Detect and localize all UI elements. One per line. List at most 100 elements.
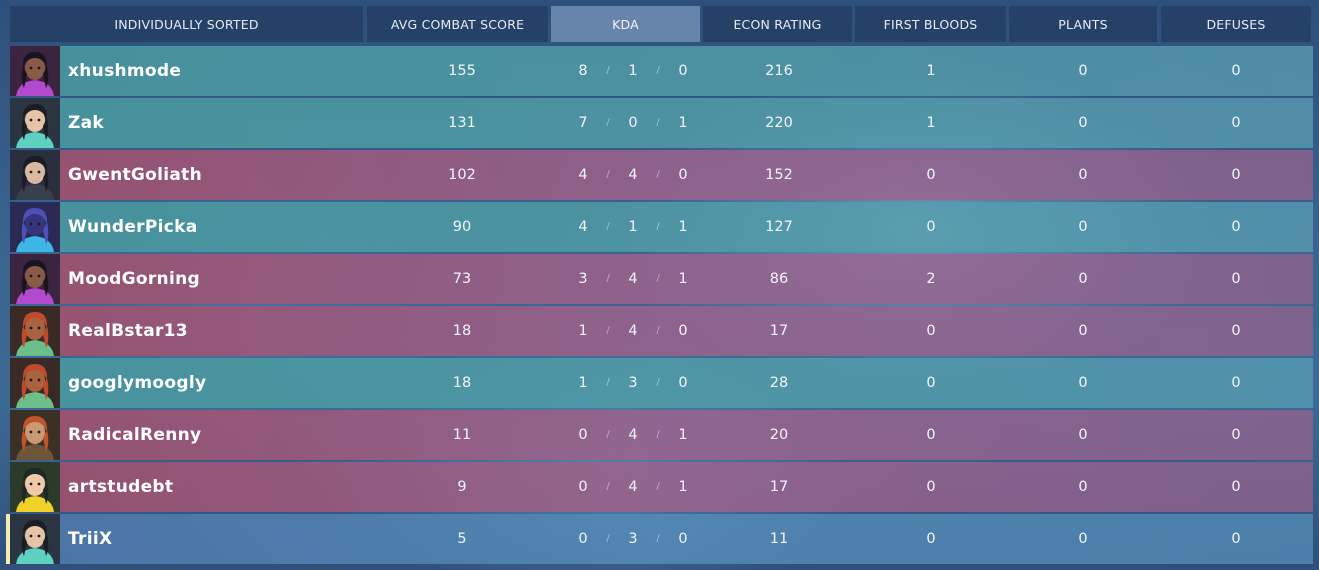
player-name: googlymoogly — [68, 373, 207, 393]
kills: 1 — [578, 323, 588, 339]
defuses: 0 — [1231, 479, 1241, 495]
player-row[interactable]: RadicalRenny 11 0 / 4 / 1 20 0 0 0 — [10, 410, 1313, 460]
assists: 0 — [678, 167, 688, 183]
assists: 1 — [678, 271, 688, 287]
plants: 0 — [1078, 115, 1088, 131]
defuses: 0 — [1231, 531, 1241, 547]
econ-rating: 127 — [765, 219, 793, 235]
kills: 0 — [578, 427, 588, 443]
avg-combat-score: 102 — [448, 167, 476, 183]
first-bloods: 0 — [926, 427, 936, 443]
plants: 0 — [1078, 375, 1088, 391]
jett-portrait-icon — [10, 150, 60, 200]
player-name: xhushmode — [68, 61, 182, 81]
first-bloods: 1 — [926, 63, 936, 79]
header-defuses[interactable]: DEFUSES — [1161, 6, 1311, 42]
brimstone-portrait-icon — [10, 410, 60, 460]
kda-separator: / — [656, 169, 660, 180]
player-row[interactable]: googlymoogly 18 1 / 3 / 0 28 0 0 0 — [10, 358, 1313, 408]
defuses: 0 — [1231, 219, 1241, 235]
plants: 0 — [1078, 63, 1088, 79]
header-avg-combat-score[interactable]: AVG COMBAT SCORE — [367, 6, 548, 42]
player-row[interactable]: MoodGorning 73 3 / 4 / 1 86 2 0 0 — [10, 254, 1313, 304]
avg-combat-score: 18 — [452, 375, 472, 391]
plants: 0 — [1078, 531, 1088, 547]
deaths: 3 — [628, 375, 638, 391]
omen-portrait-icon — [10, 202, 60, 252]
reyna-portrait-icon — [10, 46, 60, 96]
player-row[interactable]: TriiX 5 0 / 3 / 0 11 0 0 0 — [6, 514, 1313, 564]
player-name: RealBstar13 — [68, 321, 188, 341]
kda-separator: / — [606, 273, 610, 284]
deaths: 3 — [628, 531, 638, 547]
phoenix-portrait-icon — [10, 358, 60, 408]
player-row[interactable]: WunderPicka 90 4 / 1 / 1 127 0 0 0 — [10, 202, 1313, 252]
player-row[interactable]: artstudebt 9 0 / 4 / 1 17 0 0 0 — [10, 462, 1313, 512]
player-name: WunderPicka — [68, 217, 198, 237]
assists: 0 — [678, 531, 688, 547]
kda-separator: / — [656, 65, 660, 76]
avg-combat-score: 18 — [452, 323, 472, 339]
econ-rating: 220 — [765, 115, 793, 131]
kda-separator: / — [656, 325, 660, 336]
kda-separator: / — [606, 169, 610, 180]
assists: 0 — [678, 323, 688, 339]
kda-separator: / — [656, 221, 660, 232]
deaths: 4 — [628, 167, 638, 183]
defuses: 0 — [1231, 427, 1241, 443]
first-bloods: 0 — [926, 375, 936, 391]
kills: 8 — [578, 63, 588, 79]
deaths: 4 — [628, 479, 638, 495]
plants: 0 — [1078, 167, 1088, 183]
defuses: 0 — [1231, 375, 1241, 391]
first-bloods: 0 — [926, 219, 936, 235]
player-name: GwentGoliath — [68, 165, 203, 185]
plants: 0 — [1078, 323, 1088, 339]
kills: 4 — [578, 219, 588, 235]
avg-combat-score: 155 — [448, 63, 476, 79]
avg-combat-score: 5 — [457, 531, 467, 547]
defuses: 0 — [1231, 63, 1241, 79]
header-kda[interactable]: KDA — [551, 6, 700, 42]
deaths: 4 — [628, 323, 638, 339]
kills: 0 — [578, 531, 588, 547]
player-row[interactable]: GwentGoliath 102 4 / 4 / 0 152 0 0 0 — [10, 150, 1313, 200]
econ-rating: 216 — [765, 63, 793, 79]
kda-separator: / — [606, 65, 610, 76]
defuses: 0 — [1231, 271, 1241, 287]
assists: 1 — [678, 427, 688, 443]
econ-rating: 28 — [769, 375, 789, 391]
assists: 0 — [678, 375, 688, 391]
kda-separator: / — [606, 377, 610, 388]
kills: 1 — [578, 375, 588, 391]
player-row[interactable]: xhushmode 155 8 / 1 / 0 216 1 0 0 — [10, 46, 1313, 96]
header-first-bloods[interactable]: FIRST BLOODS — [855, 6, 1006, 42]
first-bloods: 2 — [926, 271, 936, 287]
player-row[interactable]: RealBstar13 18 1 / 4 / 0 17 0 0 0 — [10, 306, 1313, 356]
avg-combat-score: 131 — [448, 115, 476, 131]
kda-separator: / — [606, 117, 610, 128]
kda-separator: / — [606, 533, 610, 544]
sage-portrait-icon — [10, 98, 60, 148]
defuses: 0 — [1231, 323, 1241, 339]
kda-separator: / — [606, 481, 610, 492]
player-name: Zak — [68, 113, 105, 133]
header-individually-sorted[interactable]: INDIVIDUALLY SORTED — [10, 6, 363, 42]
header-plants[interactable]: PLANTS — [1009, 6, 1157, 42]
avg-combat-score: 73 — [452, 271, 472, 287]
defuses: 0 — [1231, 167, 1241, 183]
kda-separator: / — [656, 533, 660, 544]
player-name: RadicalRenny — [68, 425, 202, 445]
econ-rating: 11 — [769, 531, 789, 547]
first-bloods: 0 — [926, 323, 936, 339]
kills: 0 — [578, 479, 588, 495]
deaths: 4 — [628, 427, 638, 443]
kda-separator: / — [606, 429, 610, 440]
header-econ-rating[interactable]: ECON RATING — [703, 6, 852, 42]
econ-rating: 20 — [769, 427, 789, 443]
first-bloods: 0 — [926, 479, 936, 495]
kda-separator: / — [656, 117, 660, 128]
player-row[interactable]: Zak 131 7 / 0 / 1 220 1 0 0 — [10, 98, 1313, 148]
kda-separator: / — [656, 273, 660, 284]
assists: 1 — [678, 479, 688, 495]
